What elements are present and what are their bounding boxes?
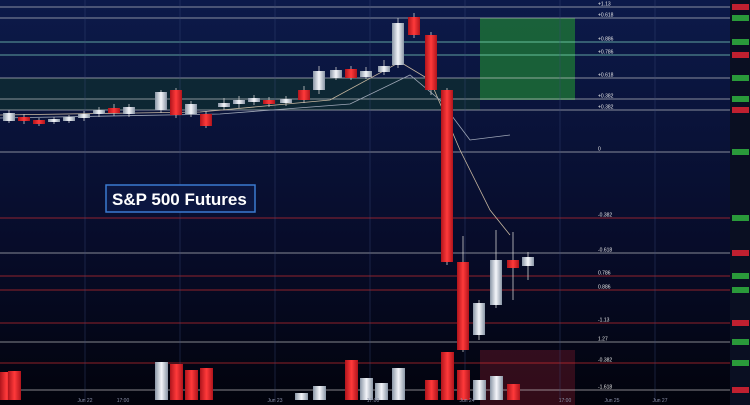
candle: [108, 108, 120, 113]
candle: [345, 69, 357, 78]
price-tag: [732, 96, 749, 102]
level-label: 0.886: [598, 285, 611, 291]
candle: [330, 70, 342, 78]
zone: [0, 78, 480, 110]
price-tag: [732, 250, 749, 256]
date-label: Jun 22: [77, 398, 92, 404]
date-label: 17:00: [559, 398, 572, 404]
volume-bar: [345, 360, 358, 400]
candle: [248, 98, 260, 102]
volume-bar: [200, 368, 213, 400]
candle: [200, 114, 212, 126]
candle: [263, 100, 275, 104]
candle: [378, 66, 390, 72]
chart-title: S&P 500 Futures: [112, 190, 247, 209]
candle: [441, 90, 453, 262]
candle: [18, 117, 30, 121]
candle: [392, 23, 404, 65]
price-tag: [732, 387, 749, 393]
level-label: +0.786: [598, 50, 614, 56]
level-label: -1.618: [598, 385, 612, 391]
candle: [360, 71, 372, 77]
volume-bar: [360, 378, 373, 400]
level-label: -0.382: [598, 213, 612, 219]
candle: [490, 260, 502, 305]
price-tag: [732, 339, 749, 345]
candle: [48, 119, 60, 122]
candle: [457, 262, 469, 350]
title-box: [105, 184, 256, 213]
level-label: +0.382: [598, 94, 614, 100]
price-tag: [732, 39, 749, 45]
candle: [78, 114, 90, 118]
date-label: Jun 27: [652, 398, 667, 404]
volume-bar: [185, 370, 198, 400]
level-label: -0.618: [598, 248, 612, 254]
volume-bar: [375, 383, 388, 400]
date-label: Jun 24: [459, 398, 474, 404]
level-label: -0.382: [598, 358, 612, 364]
volume-bar: [170, 364, 183, 400]
volume-bar: [313, 386, 326, 400]
level-label: +0.618: [598, 13, 614, 19]
candle: [522, 257, 534, 266]
level-label: 0.786: [598, 271, 611, 277]
price-tag: [732, 215, 749, 221]
volume-bar: [457, 370, 470, 400]
candle: [425, 35, 437, 90]
price-tag: [732, 4, 749, 10]
price-tag: [732, 15, 749, 21]
candle: [298, 90, 310, 100]
volume-bar: [441, 352, 454, 400]
price-tag: [732, 149, 749, 155]
level-label: +0.382: [598, 105, 614, 111]
price-tag: [732, 360, 749, 366]
volume-bar: [392, 368, 405, 400]
price-tag: [732, 52, 749, 58]
candle: [218, 103, 230, 107]
level-label: +0.618: [598, 73, 614, 79]
candle: [233, 100, 245, 104]
candle: [63, 117, 75, 121]
date-label: Jun 23: [267, 398, 282, 404]
volume-bar: [425, 380, 438, 400]
price-tag: [732, 75, 749, 81]
volume-bar: [507, 384, 520, 400]
level-label: +1.13: [598, 2, 611, 8]
volume-bar: [473, 380, 486, 400]
candle: [185, 104, 197, 114]
candle: [507, 260, 519, 268]
candle: [123, 107, 135, 114]
price-tag: [732, 107, 749, 113]
candle: [33, 120, 45, 124]
level-label: +0.886: [598, 37, 614, 43]
volume-bar: [8, 371, 21, 400]
level-label: 1.27: [598, 337, 608, 343]
ma-line: [0, 74, 511, 141]
candle: [170, 90, 182, 115]
price-tag: [732, 320, 749, 326]
candle: [313, 71, 325, 90]
price-tag: [732, 287, 749, 293]
level-label: -1.13: [598, 318, 610, 324]
candle: [408, 17, 420, 35]
ma-line: [0, 61, 511, 236]
candle: [280, 99, 292, 103]
volume-bar: [490, 376, 503, 400]
date-label: 17:00: [117, 398, 130, 404]
volume-bar: [155, 362, 168, 400]
date-label: Jun 25: [604, 398, 619, 404]
candle: [93, 110, 105, 114]
level-label: 0: [598, 147, 601, 153]
candle: [473, 303, 485, 335]
volume-bar: [295, 393, 308, 400]
date-label: 17:00: [367, 398, 380, 404]
candle: [3, 113, 15, 121]
price-tag: [732, 273, 749, 279]
candle: [155, 92, 167, 110]
target-zone: [480, 18, 575, 100]
